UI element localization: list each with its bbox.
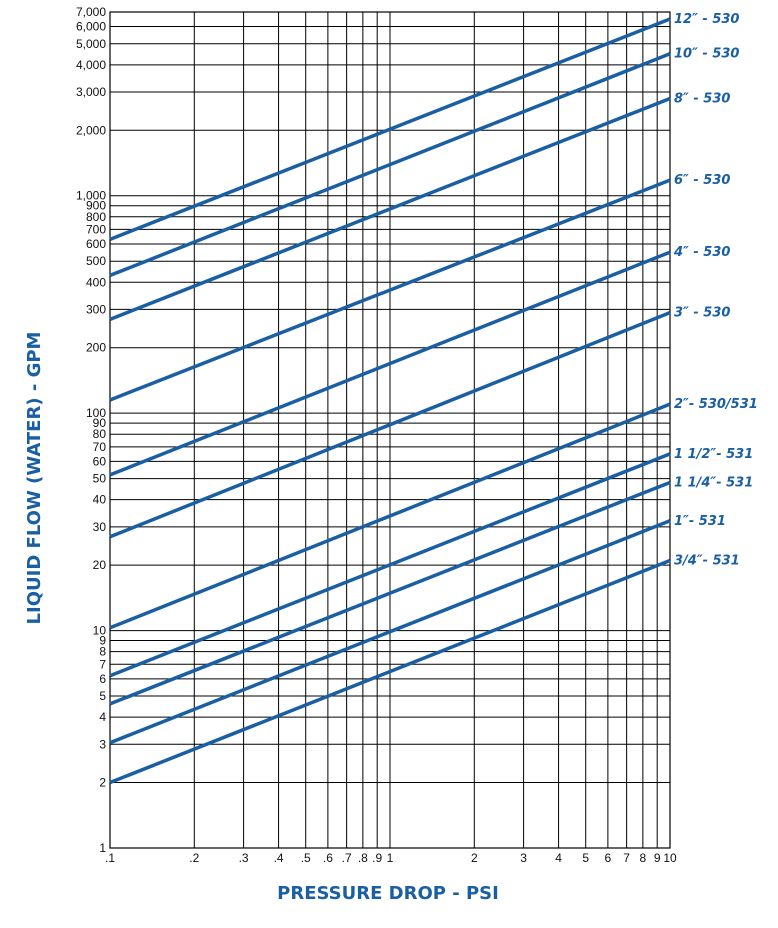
x-tick-label: .4 [274, 851, 284, 865]
x-tick-label: 9 [654, 851, 661, 865]
series-label: 8″ - 530 [674, 92, 730, 107]
series-label: 1″- 531 [674, 514, 726, 529]
y-tick-label: 3 [99, 737, 106, 751]
y-tick-label: 800 [86, 210, 106, 224]
tick-labels: .1.2.3.4.5.6.7.8.9 1 2 3 4 5 6 7 8 9 1012345678910… [76, 5, 677, 865]
series-line [109, 519, 671, 745]
series-label: 12″ - 530 [674, 12, 739, 27]
series-line [109, 402, 671, 630]
y-tick-label: 6 [99, 672, 106, 686]
series-line [109, 452, 671, 678]
series-label: 10″ - 530 [674, 47, 739, 62]
y-tick-label: 1 [99, 841, 106, 855]
series-label: 6″ - 530 [674, 173, 730, 188]
series-labels: 12″ - 530 10″ - 530 8″ - 530 6″ - 530 4″ - 5… [673, 12, 758, 569]
x-tick-label: .9 [372, 851, 382, 865]
x-tick-label: .6 [323, 851, 333, 865]
x-tick-label: 4 [555, 851, 562, 865]
series-label: 3/4″- 531 [674, 554, 740, 569]
series-label: 4″ - 530 [673, 245, 730, 260]
y-tick-label: 60 [93, 454, 107, 468]
series-label: 1 1/2″- 531 [674, 447, 753, 462]
y-tick-label: 50 [93, 472, 107, 486]
y-tick-label: 70 [93, 440, 107, 454]
y-tick-label: 900 [86, 199, 106, 213]
y-tick-label: 30 [93, 520, 107, 534]
series-line [109, 250, 671, 477]
x-tick-label: 10 [663, 851, 677, 865]
x-tick-label: .1 [105, 851, 115, 865]
y-tick-label: 1,000 [76, 189, 106, 203]
series-line [109, 96, 671, 322]
y-tick-label: 6,000 [76, 20, 106, 34]
x-tick-label: 2 [471, 851, 478, 865]
x-axis-title: PRESSURE DROP - PSI [277, 883, 499, 904]
y-tick-label: 2 [99, 776, 106, 790]
x-tick-label: 3 [520, 851, 527, 865]
y-tick-label: 600 [86, 237, 106, 251]
y-tick-label: 300 [86, 302, 106, 316]
y-tick-label: 4 [99, 710, 106, 724]
y-tick-label: 8 [99, 645, 106, 659]
x-tick-label: .8 [358, 851, 368, 865]
series-line [109, 17, 671, 241]
series-line [109, 52, 671, 278]
y-tick-label: 20 [93, 558, 107, 572]
y-tick-label: 90 [93, 416, 107, 430]
x-tick-label: 6 [605, 851, 612, 865]
y-tick-label: 700 [86, 222, 106, 236]
y-axis-title: LIQUID FLOW (WATER) - GPM [24, 332, 45, 625]
y-tick-label: 9 [99, 634, 106, 648]
x-tick-label: .2 [189, 851, 199, 865]
y-tick-label: 4,000 [76, 58, 106, 72]
x-tick-label: .5 [301, 851, 311, 865]
series-line [109, 480, 671, 706]
y-tick-label: 40 [93, 493, 107, 507]
series-lines [109, 17, 671, 785]
series-line [109, 311, 671, 539]
series-label: 1 1/4″- 531 [674, 475, 753, 490]
x-tick-label: 8 [640, 851, 647, 865]
series-label: 3″ - 530 [674, 306, 730, 321]
series-label: 2″- 530/531 [674, 397, 758, 412]
y-tick-label: 500 [86, 254, 106, 268]
plot-frame [109, 11, 671, 849]
grid [109, 11, 671, 849]
y-tick-label: 200 [86, 341, 106, 355]
y-tick-label: 3,000 [76, 85, 106, 99]
x-tick-label: 7 [623, 851, 630, 865]
y-tick-label: 7,000 [76, 5, 106, 19]
y-tick-label: 2,000 [76, 123, 106, 137]
y-tick-label: 80 [93, 427, 107, 441]
y-tick-label: 5,000 [76, 37, 106, 51]
y-tick-label: 10 [93, 624, 107, 638]
y-tick-label: 400 [86, 275, 106, 289]
y-tick-label: 5 [99, 689, 106, 703]
series-line [109, 558, 671, 785]
y-tick-label: 7 [99, 657, 106, 671]
x-tick-label: .7 [342, 851, 352, 865]
x-tick-label: 5 [582, 851, 589, 865]
x-tick-label: 1 [387, 851, 394, 865]
series-line [109, 178, 671, 402]
x-tick-label: .3 [239, 851, 249, 865]
y-tick-label: 100 [86, 406, 106, 420]
